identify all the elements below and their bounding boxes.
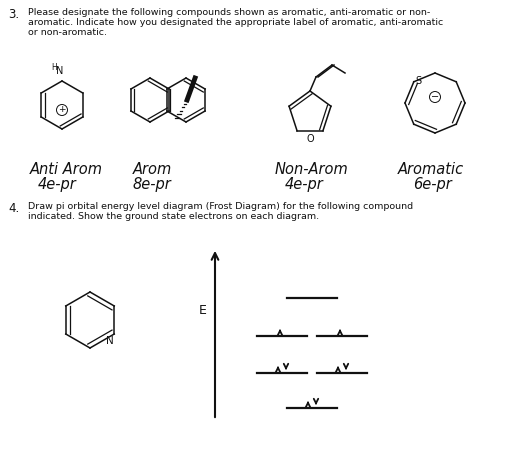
Text: 4.: 4. [8, 202, 19, 215]
Text: N: N [56, 66, 64, 76]
Text: H: H [51, 63, 57, 72]
Text: Arom: Arom [133, 162, 172, 177]
Text: or non-aromatic.: or non-aromatic. [28, 28, 107, 37]
Text: +: + [58, 105, 66, 115]
Text: 8e-pr: 8e-pr [133, 177, 172, 192]
Text: S: S [416, 76, 422, 86]
Text: Draw pi orbital energy level diagram (Frost Diagram) for the following compound: Draw pi orbital energy level diagram (Fr… [28, 202, 413, 211]
Text: indicated. Show the ground state electrons on each diagram.: indicated. Show the ground state electro… [28, 212, 319, 221]
Text: aromatic. Indicate how you designated the appropriate label of aromatic, anti-ar: aromatic. Indicate how you designated th… [28, 18, 443, 27]
Text: −: − [431, 92, 439, 102]
Text: Aromatic: Aromatic [398, 162, 464, 177]
Text: Anti Arom: Anti Arom [30, 162, 103, 177]
Text: E: E [199, 304, 207, 316]
Text: 3.: 3. [8, 8, 19, 21]
Text: 6e-pr: 6e-pr [413, 177, 452, 192]
Text: 4e-pr: 4e-pr [285, 177, 324, 192]
Text: Non-Arom: Non-Arom [275, 162, 349, 177]
Text: 4e-pr: 4e-pr [38, 177, 77, 192]
Text: N: N [107, 336, 114, 346]
Text: Please designate the following compounds shown as aromatic, anti-aromatic or non: Please designate the following compounds… [28, 8, 430, 17]
Text: O: O [306, 134, 314, 144]
